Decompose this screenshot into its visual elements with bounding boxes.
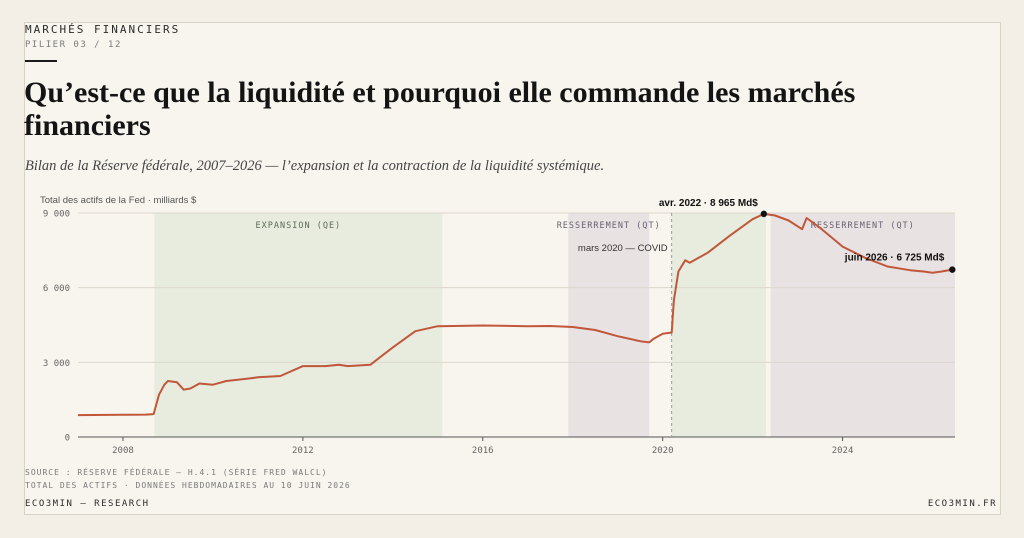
x-tick-label: 2016: [472, 446, 494, 456]
source-line-2: TOTAL DES ACTIFS · DONNÉES HEBDOMADAIRES…: [25, 481, 351, 490]
source-line-1: SOURCE : RÉSERVE FÉDÉRALE — H.4.1 (SÉRIE…: [25, 468, 328, 477]
y-tick-label: 3 000: [43, 359, 70, 369]
event-label-covid: mars 2020 — COVID: [578, 243, 668, 254]
x-tick-label: 2020: [652, 446, 674, 456]
x-tick-label: 2024: [832, 446, 854, 456]
pillar-counter: PILIER 03 / 12: [25, 40, 122, 50]
band-qt-3: [770, 213, 955, 437]
band-label-0: EXPANSION (QE): [256, 221, 342, 231]
chart-subtitle: Bilan de la Réserve fédérale, 2007–2026 …: [25, 158, 605, 174]
band-qe-0: [154, 213, 443, 437]
annotation-label-0: avr. 2022 · 8 965 Md$: [659, 198, 758, 209]
band-label-3: RESSERREMENT (QT): [811, 221, 915, 231]
footer-brand: ECO3MIN — RESEARCH: [25, 499, 150, 509]
annotation-point-1: [949, 266, 956, 273]
y-tick-label: 0: [65, 434, 70, 444]
footer-site-link[interactable]: ECO3MIN.FR: [927, 499, 997, 509]
y-tick-label: 6 000: [43, 284, 70, 294]
y-axis-label: Total des actifs de la Fed · milliards $: [40, 195, 197, 206]
x-tick-label: 2012: [292, 446, 314, 456]
page-title: Qu’est-ce que la liquidité et pourquoi e…: [24, 76, 856, 142]
section-kicker: MARCHÉS FINANCIERS: [25, 23, 181, 36]
band-qe-2: [671, 213, 767, 437]
x-tick-label: 2008: [112, 446, 134, 456]
annotation-label-1: juin 2026 · 6 725 Md$: [844, 253, 945, 264]
annotation-point-0: [760, 210, 768, 218]
y-tick-label: 9 000: [43, 210, 70, 220]
band-qt-1: [568, 213, 650, 437]
band-label-1: RESSERREMENT (QT): [557, 221, 661, 231]
title-rule: [25, 60, 57, 62]
series-line-fed-assets: [77, 212, 953, 417]
